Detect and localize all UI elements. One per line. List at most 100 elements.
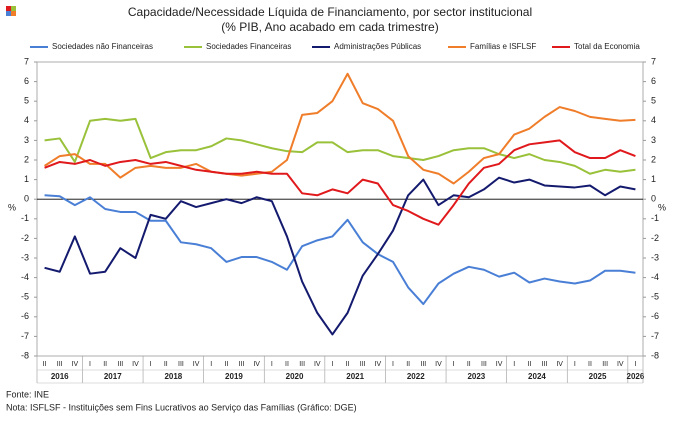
x-tick-label: II <box>588 361 592 368</box>
x-tick-label: II <box>346 361 350 368</box>
year-label: 2024 <box>528 372 546 381</box>
y2-tick-label: -1 <box>651 213 659 223</box>
x-tick-label: III <box>57 361 63 368</box>
y-tick-label: 7 <box>24 56 29 66</box>
y-tick-label: 0 <box>24 194 29 204</box>
x-tick-label: III <box>117 361 123 368</box>
legend-label: Sociedades Financeiras <box>206 42 291 51</box>
y-tick-label: 3 <box>24 135 29 145</box>
y-tick-label: -1 <box>21 213 29 223</box>
series-line <box>44 194 636 306</box>
x-tick-label: IV <box>193 361 200 368</box>
x-tick-label: IV <box>496 361 503 368</box>
y2-tick-label: -4 <box>651 272 659 282</box>
x-tick-label: III <box>420 361 426 368</box>
x-tick-label: III <box>360 361 366 368</box>
x-tick-label: I <box>513 361 515 368</box>
chart-subtitle: (% PIB, Ano acabado em cada trimestre) <box>221 20 438 34</box>
series-line <box>44 72 636 185</box>
y2-tick-label: -8 <box>651 350 659 360</box>
x-tick-label: I <box>634 361 636 368</box>
y2-tick-label: -7 <box>651 331 659 341</box>
x-tick-label: IV <box>556 361 563 368</box>
y2-tick-label: 4 <box>651 115 656 125</box>
note: Nota: ISFLSF - Instituições sem Fins Luc… <box>6 402 357 412</box>
y-tick-label: 5 <box>24 96 29 106</box>
x-tick-label: IV <box>617 361 624 368</box>
y2-tick-label: -6 <box>651 311 659 321</box>
year-label: 2021 <box>346 372 364 381</box>
x-tick-label: III <box>178 361 184 368</box>
y-tick-label: -2 <box>21 233 29 243</box>
y-tick-label: -5 <box>21 292 29 302</box>
series-line <box>44 117 636 175</box>
x-tick-label: IV <box>314 361 321 368</box>
x-tick-label: III <box>299 361 305 368</box>
y2-tick-label: 6 <box>651 76 656 86</box>
year-label: 2017 <box>104 372 122 381</box>
chart-title: Capacidade/Necessidade Líquida de Financ… <box>128 5 532 19</box>
y-axis-label: % <box>8 202 16 212</box>
y2-tick-label: 0 <box>651 194 656 204</box>
legend-label: Total da Economia <box>574 42 640 51</box>
year-label: 2018 <box>164 372 182 381</box>
logo <box>6 6 11 11</box>
legend-label: Famílias e ISFLSF <box>470 42 536 51</box>
year-label: 2023 <box>467 372 485 381</box>
year-label: 2019 <box>225 372 243 381</box>
y-tick-label: 6 <box>24 76 29 86</box>
x-tick-label: I <box>150 361 152 368</box>
year-label: 2020 <box>286 372 304 381</box>
y-tick-label: -4 <box>21 272 29 282</box>
x-tick-label: II <box>103 361 107 368</box>
x-tick-label: II <box>164 361 168 368</box>
x-tick-label: II <box>406 361 410 368</box>
x-tick-label: IV <box>375 361 382 368</box>
year-label: 2016 <box>51 372 69 381</box>
year-label: 2026 <box>627 372 645 381</box>
y-tick-label: -6 <box>21 311 29 321</box>
y2-tick-label: 7 <box>651 56 656 66</box>
x-tick-label: II <box>285 361 289 368</box>
x-tick-label: II <box>43 361 47 368</box>
x-tick-label: IV <box>132 361 139 368</box>
y-tick-label: 2 <box>24 154 29 164</box>
x-tick-label: II <box>527 361 531 368</box>
x-tick-label: I <box>271 361 273 368</box>
y2-axis-label: % <box>658 202 666 212</box>
y2-tick-label: -3 <box>651 252 659 262</box>
y-tick-label: -3 <box>21 252 29 262</box>
logo <box>6 11 11 16</box>
x-tick-label: I <box>453 361 455 368</box>
year-label: 2022 <box>407 372 425 381</box>
y2-tick-label: -2 <box>651 233 659 243</box>
x-tick-label: III <box>239 361 245 368</box>
x-tick-label: I <box>392 361 394 368</box>
legend-label: Sociedades não Financeiras <box>52 42 153 51</box>
logo <box>11 11 16 16</box>
source: Fonte: INE <box>6 389 49 399</box>
x-tick-label: I <box>331 361 333 368</box>
y-tick-label: 4 <box>24 115 29 125</box>
year-label: 2025 <box>589 372 607 381</box>
y2-tick-label: -5 <box>651 292 659 302</box>
x-tick-label: IV <box>72 361 79 368</box>
x-tick-label: I <box>89 361 91 368</box>
x-tick-label: I <box>574 361 576 368</box>
x-tick-label: II <box>467 361 471 368</box>
y2-tick-label: 1 <box>651 174 656 184</box>
x-tick-label: III <box>542 361 548 368</box>
y2-tick-label: 2 <box>651 154 656 164</box>
y2-tick-label: 5 <box>651 96 656 106</box>
series-line <box>44 176 636 336</box>
x-tick-label: I <box>210 361 212 368</box>
x-tick-label: III <box>602 361 608 368</box>
series-line <box>44 139 636 226</box>
x-tick-label: IV <box>435 361 442 368</box>
y2-tick-label: 3 <box>651 135 656 145</box>
y-tick-label: -8 <box>21 350 29 360</box>
y-tick-label: -7 <box>21 331 29 341</box>
x-tick-label: II <box>224 361 228 368</box>
plot-frame <box>36 61 644 357</box>
